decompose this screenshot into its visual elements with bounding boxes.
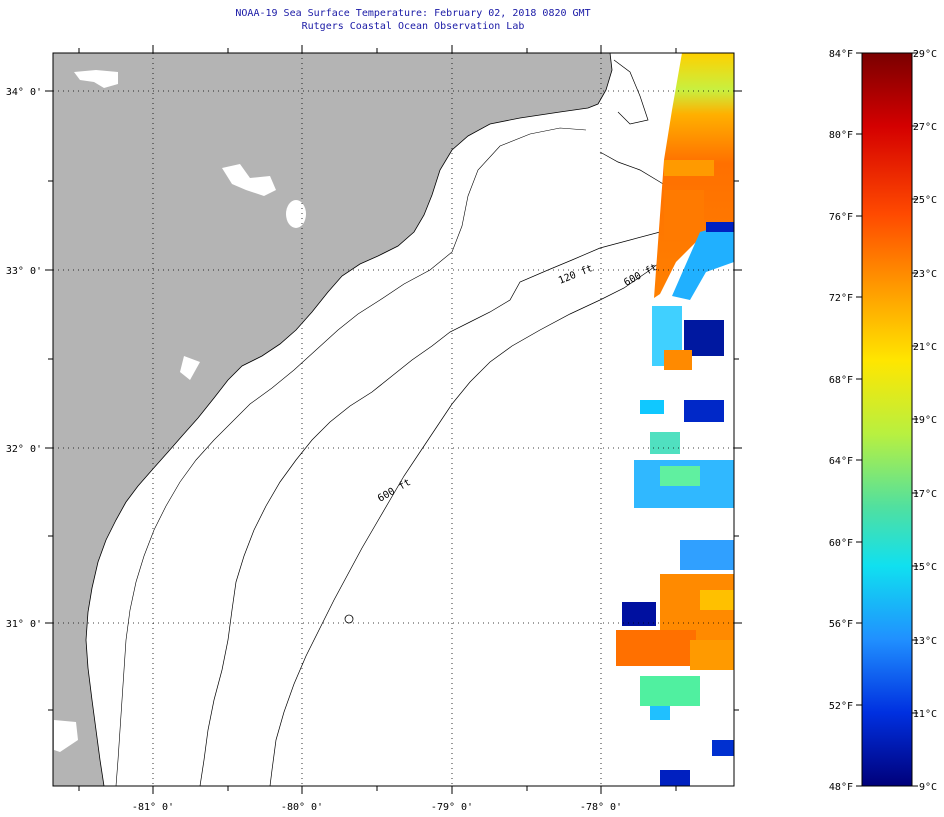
- colorbar-f-label: 52°F: [829, 701, 853, 712]
- longitude-label: -79° 0': [431, 802, 473, 813]
- colorbar-c-label: 19°C: [913, 415, 937, 426]
- colorbar-f-label: 76°F: [829, 212, 853, 223]
- temperature-colorbar: [861, 52, 913, 787]
- colorbar-f-label: 68°F: [829, 375, 853, 386]
- land-mass: [53, 53, 612, 786]
- latitude-label: 32° 0': [6, 444, 42, 455]
- colorbar-f-label: 72°F: [829, 293, 853, 304]
- colorbar-c-label: 25°C: [913, 195, 937, 206]
- longitude-label: -78° 0': [580, 802, 622, 813]
- map-subtitle: Rutgers Coastal Ocean Observation Lab: [301, 21, 525, 32]
- longitude-label: -81° 0': [132, 802, 174, 813]
- colorbar-ticks: [856, 52, 918, 787]
- coastline: [85, 53, 613, 786]
- sst-satellite-swath: [616, 53, 734, 786]
- longitude-label: -80° 0': [281, 802, 323, 813]
- inland-water: [180, 356, 200, 380]
- colorbar-c-label: 11°C: [913, 709, 937, 720]
- axis-ticks: [45, 45, 742, 794]
- inland-water: [74, 70, 118, 88]
- latitude-label: 34° 0': [6, 87, 42, 98]
- map-frame: [52, 52, 735, 787]
- colorbar-c-label: 17°C: [913, 489, 937, 500]
- inland-water: [54, 720, 78, 752]
- colorbar-f-label: 64°F: [829, 456, 853, 467]
- colorbar-f-label: 56°F: [829, 619, 853, 630]
- colorbar-c-label: 9°C: [919, 782, 937, 793]
- graticule: [53, 53, 734, 786]
- colorbar-c-label: 29°C: [913, 49, 937, 60]
- colorbar-c-label: 21°C: [913, 342, 937, 353]
- map-title: NOAA-19 Sea Surface Temperature: Februar…: [235, 8, 591, 19]
- colorbar-c-label: 23°C: [913, 269, 937, 280]
- inland-water: [222, 164, 276, 196]
- latitude-label: 33° 0': [6, 266, 42, 277]
- isobath-600ft: [269, 159, 734, 786]
- colorbar-f-label: 84°F: [829, 49, 853, 60]
- colorbar-f-label: 80°F: [829, 130, 853, 141]
- colorbar-c-label: 27°C: [913, 122, 937, 133]
- inland-water: [286, 200, 306, 228]
- latitude-label: 31° 0': [6, 619, 42, 630]
- colorbar-c-label: 15°C: [913, 562, 937, 573]
- colorbar-f-label: 48°F: [829, 782, 853, 793]
- colorbar-f-label: 60°F: [829, 538, 853, 549]
- isobath-nearshore: [115, 127, 587, 786]
- barrier-island: [613, 59, 649, 125]
- colorbar-c-label: 13°C: [913, 636, 937, 647]
